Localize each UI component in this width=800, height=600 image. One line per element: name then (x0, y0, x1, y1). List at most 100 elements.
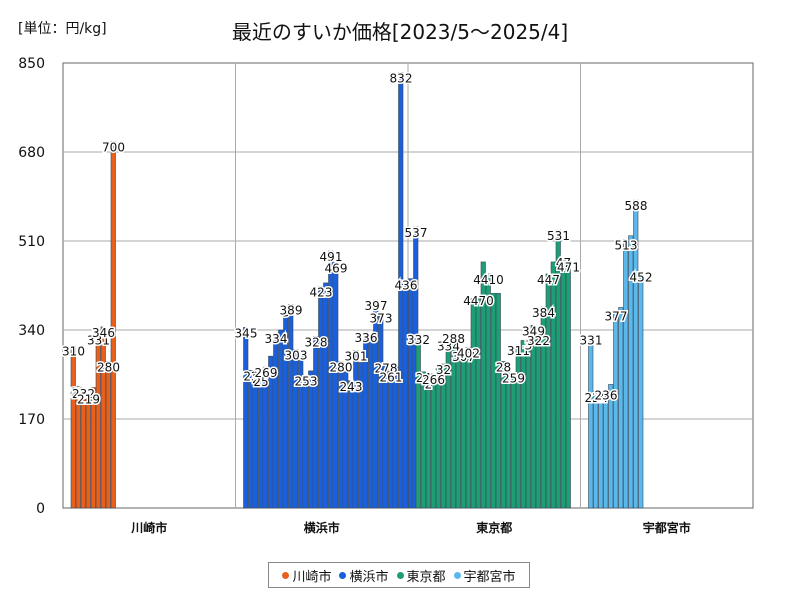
data-label: 397 (365, 299, 388, 313)
bar (603, 389, 609, 509)
bar (328, 250, 334, 509)
data-label: 832 (390, 71, 413, 85)
x-tick-label: 東京都 (476, 520, 512, 535)
bar (420, 371, 426, 509)
bar (258, 375, 264, 509)
bar (105, 361, 111, 509)
bar (545, 273, 551, 509)
data-label: 3 (525, 338, 533, 352)
data-label: 2 (597, 390, 605, 404)
bar (95, 334, 101, 509)
data-label: 332 (407, 333, 430, 347)
bar (393, 366, 399, 509)
bar (383, 362, 389, 509)
legend: 川崎市 横浜市 東京都 宇都宮市 (268, 562, 530, 588)
data-label: 334 (265, 332, 288, 346)
bar (263, 366, 269, 509)
data-label: 328 (305, 335, 328, 349)
bar (560, 256, 566, 509)
data-label: 423 (310, 286, 333, 300)
bar (403, 279, 409, 509)
data-label: 2 (252, 372, 260, 386)
data-label: 331 (87, 334, 110, 348)
bar (500, 361, 506, 509)
data-label: 346 (92, 326, 115, 340)
bar (623, 239, 629, 509)
bar (80, 387, 86, 509)
data-label: 700 (102, 141, 125, 155)
data-labels: 3102223221933134628070034522225269334338… (61, 70, 654, 408)
bar (283, 306, 289, 509)
bar (540, 306, 546, 509)
data-label: 531 (547, 229, 570, 243)
bar (470, 298, 476, 509)
bar (485, 273, 491, 509)
bar (455, 356, 461, 509)
data-label: 47 (556, 256, 571, 270)
data-label: 22 (71, 386, 86, 400)
data-label: 349 (522, 324, 545, 338)
y-tick-label: 850 (18, 56, 45, 72)
y-tick-label: 680 (18, 145, 45, 161)
bar (435, 368, 441, 509)
x-tick-label: 川崎市 (130, 520, 167, 535)
x-tick-label: 宇都宮市 (643, 520, 691, 535)
bar (90, 387, 96, 509)
bar (70, 345, 76, 509)
data-label: 4410 (473, 273, 504, 287)
data-label: 373 (370, 312, 393, 326)
data-label: 402 (457, 346, 480, 360)
data-label: 2 (425, 378, 433, 392)
bar (363, 331, 369, 509)
bar (505, 371, 511, 509)
chart-title: 最近のすいか価格[2023/5～2025/4] (231, 20, 569, 44)
bar (588, 334, 594, 509)
data-label: 345 (235, 326, 258, 340)
data-label: 219 (77, 392, 100, 406)
data-label: 471 (557, 260, 580, 274)
bar (450, 332, 456, 509)
bar (353, 350, 359, 509)
bar (550, 261, 556, 509)
data-label: 436 (395, 279, 418, 293)
bar (633, 199, 639, 509)
legend-item-yokohama: 横浜市 (339, 566, 389, 585)
bar (415, 333, 421, 509)
data-label: 3 (282, 305, 290, 319)
data-label: 310 (62, 345, 85, 359)
bar (515, 344, 521, 509)
bar (333, 262, 339, 509)
data-label: 28 (496, 360, 511, 374)
data-label: 32 (436, 363, 451, 377)
data-label: 588 (625, 199, 648, 213)
bar (535, 334, 541, 509)
legend-label-kawasaki: 川崎市 (292, 569, 332, 585)
bar (75, 386, 81, 509)
bar (358, 362, 364, 509)
bar (398, 72, 404, 509)
data-label: 311 (507, 344, 530, 358)
bar (520, 340, 526, 509)
bar (510, 372, 516, 509)
bar (388, 371, 394, 509)
bar (565, 261, 571, 509)
bar (313, 335, 319, 509)
bar (318, 286, 324, 509)
bar (278, 329, 284, 509)
data-label: 303 (285, 348, 308, 362)
data-label: 389 (280, 303, 303, 317)
data-label: 336 (355, 331, 378, 345)
data-label: 447 (537, 273, 560, 287)
data-label: 377 (605, 310, 628, 324)
data-label: 307 (452, 350, 475, 364)
data-label: 243 (340, 380, 363, 394)
data-label: 261 (380, 370, 403, 384)
bar (110, 141, 116, 509)
legend-dot-yokohama (339, 571, 347, 579)
data-label: 22 (243, 369, 258, 383)
bar (248, 370, 254, 509)
bar (243, 327, 249, 509)
bar (593, 391, 599, 509)
bar (373, 299, 379, 509)
legend-label-tokyo: 東京都 (406, 569, 446, 585)
